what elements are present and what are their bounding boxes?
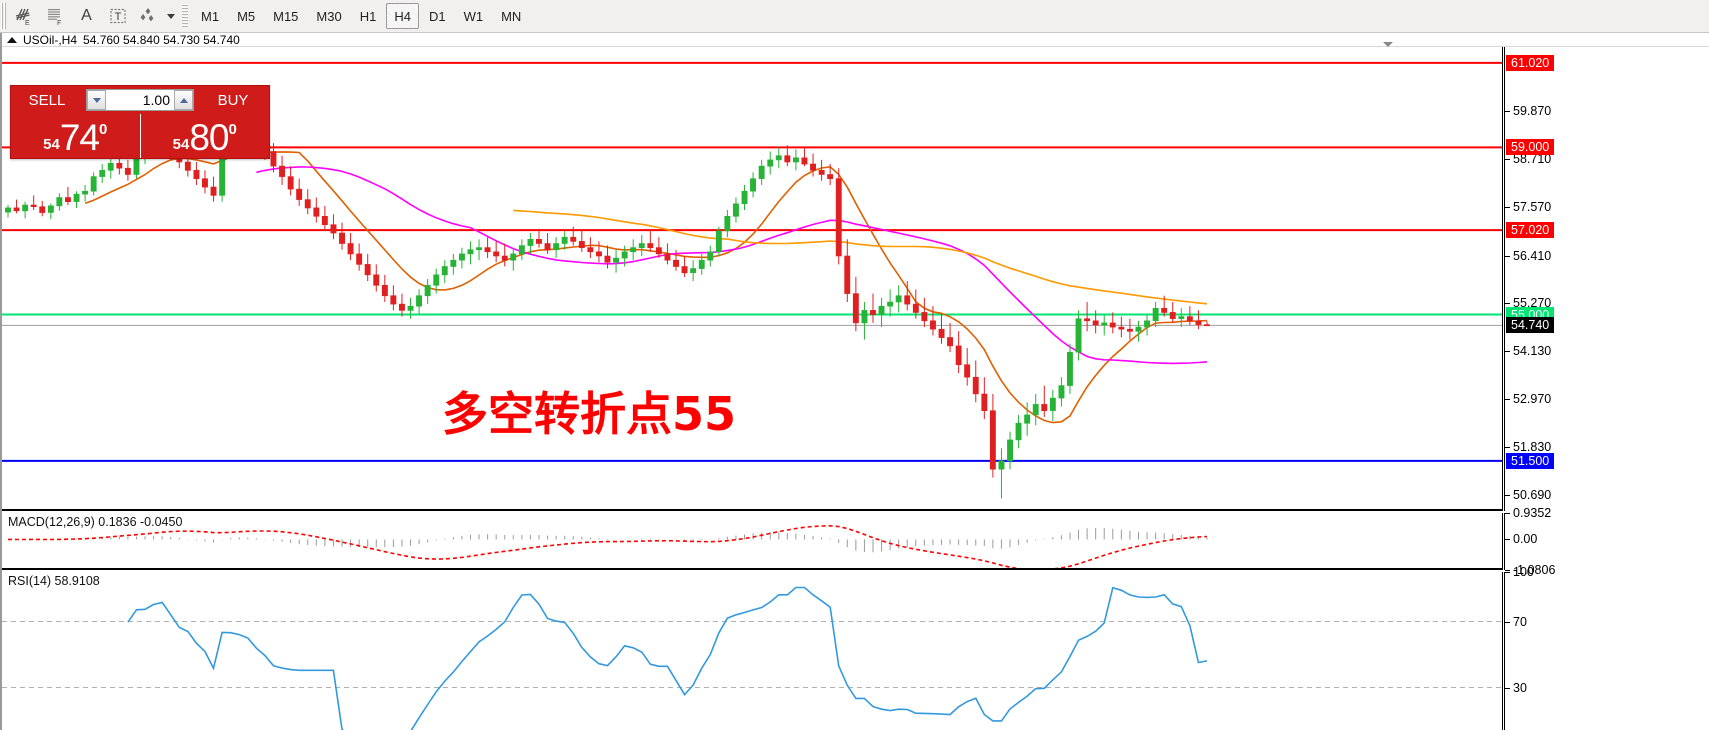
- chevron-up-icon: [179, 97, 188, 103]
- toolbar-grip[interactable]: [1, 3, 7, 29]
- text-label-icon[interactable]: T: [102, 2, 133, 30]
- timeframe-d1[interactable]: D1: [428, 8, 446, 24]
- timeframe-mn[interactable]: MN: [501, 8, 522, 24]
- main-toolbar: E F A T: [0, 0, 1709, 33]
- octp-price-row: 54 74 0 54 80 0: [11, 114, 269, 158]
- sell-price-prefix: 54: [43, 136, 60, 153]
- timeframe-m1[interactable]: M1: [201, 8, 220, 24]
- volume-decrease-button[interactable]: [87, 90, 106, 110]
- price-chart-svg: [2, 61, 1502, 499]
- timeframe-m15[interactable]: M15: [273, 8, 299, 24]
- price-axis[interactable]: 59.870 58.710 57.570 56.410 55.270 54.130 52.9…: [1504, 47, 1709, 511]
- chart-header: USOil-,H4 54.760 54.840 54.730 54.740: [2, 33, 1709, 47]
- timeframe-m30[interactable]: M30: [316, 8, 342, 24]
- price-pane-inner: [2, 47, 1502, 509]
- rsi-pane-inner: [2, 572, 1502, 730]
- objects-icon[interactable]: [133, 2, 164, 30]
- chart-area: USOil-,H4 54.760 54.840 54.730 54.740 MA…: [0, 33, 1709, 730]
- chevron-down-icon[interactable]: [1383, 42, 1393, 47]
- templates-icon[interactable]: F: [40, 2, 71, 30]
- axis-tick-label: 57.570: [1505, 200, 1551, 214]
- buy-price-prefix: 54: [172, 136, 190, 153]
- price-level-badge[interactable]: 61.020: [1506, 54, 1555, 71]
- macd-chart-svg: [7, 524, 1208, 568]
- volume-input[interactable]: [106, 90, 174, 110]
- axis-tick-label: 100: [1505, 565, 1534, 579]
- macd-label: MACD(12,26,9) 0.1836 -0.0450: [8, 515, 183, 529]
- axis-tick-label: 58.710: [1505, 152, 1551, 166]
- sell-price-main: 74: [59, 117, 100, 158]
- price-level-badge[interactable]: 59.000: [1506, 139, 1555, 156]
- price-level-badge[interactable]: 57.020: [1506, 222, 1555, 239]
- buy-price-main: 80: [189, 117, 229, 158]
- axis-tick-label: 50.690: [1505, 488, 1551, 502]
- volume-stepper[interactable]: [86, 89, 194, 111]
- axis-tick-label: 0.00: [1505, 532, 1537, 546]
- axis-tick-label: 70: [1505, 615, 1527, 629]
- buy-price-pipette: 0: [228, 121, 237, 138]
- sell-price-pipette: 0: [99, 121, 108, 138]
- svg-text:E: E: [25, 20, 30, 27]
- one-click-trading-panel[interactable]: SELL BUY 54 74 0: [10, 85, 270, 159]
- timeframe-h1[interactable]: H1: [359, 8, 377, 24]
- collapse-triangle-icon[interactable]: [7, 36, 17, 43]
- volume-increase-button[interactable]: [174, 90, 193, 110]
- buy-price-display[interactable]: 54 80 0: [139, 114, 270, 158]
- chevron-down-icon: [92, 97, 101, 103]
- timeframe-w1[interactable]: W1: [463, 8, 484, 24]
- price-level-badge[interactable]: 51.500: [1506, 452, 1555, 469]
- price-level-badge[interactable]: 54.740: [1506, 317, 1555, 334]
- axis-tick-label: 54.130: [1505, 344, 1551, 358]
- chart-ohlc-values: 54.760 54.840 54.730 54.740: [83, 32, 240, 47]
- rsi-chart-svg: [2, 586, 1502, 730]
- svg-text:T: T: [114, 11, 121, 23]
- axis-tick-label: 52.970: [1505, 392, 1551, 406]
- macd-pane-inner: [2, 513, 1502, 568]
- svg-text:F: F: [57, 20, 61, 27]
- chart-symbol-label: USOil-,H4: [23, 32, 78, 47]
- timeframe-m5[interactable]: M5: [237, 8, 256, 24]
- octp-top-row: SELL BUY: [11, 86, 269, 114]
- text-icon[interactable]: A: [81, 7, 92, 24]
- indicators-icon[interactable]: E: [9, 2, 40, 30]
- rsi-label: RSI(14) 58.9108: [8, 574, 100, 588]
- axis-tick-label: 0.9352: [1505, 506, 1551, 520]
- chart-annotation-text: 多空转折点55: [442, 387, 737, 441]
- toolbar-separator: [182, 4, 188, 28]
- objects-dropdown-icon[interactable]: [164, 2, 178, 30]
- buy-button[interactable]: BUY: [217, 91, 249, 109]
- rsi-pane[interactable]: RSI(14) 58.9108: [2, 572, 1503, 730]
- axis-tick-label: 30: [1505, 681, 1527, 695]
- axis-tick-label: 56.410: [1505, 249, 1551, 263]
- sell-button[interactable]: SELL: [28, 91, 66, 109]
- axis-tick-label: 59.870: [1505, 104, 1551, 118]
- macd-pane[interactable]: MACD(12,26,9) 0.1836 -0.0450: [2, 513, 1503, 570]
- sell-price-display[interactable]: 54 74 0: [11, 114, 140, 158]
- axis-tick-label: 51.830: [1505, 440, 1551, 454]
- macd-axis[interactable]: 0.9352 0.00 -1.0806: [1504, 506, 1709, 577]
- axis-tick-label: -1.0806: [1505, 563, 1555, 577]
- rsi-axis[interactable]: 10070300: [1504, 565, 1709, 730]
- timeframe-h4[interactable]: H4: [386, 3, 419, 29]
